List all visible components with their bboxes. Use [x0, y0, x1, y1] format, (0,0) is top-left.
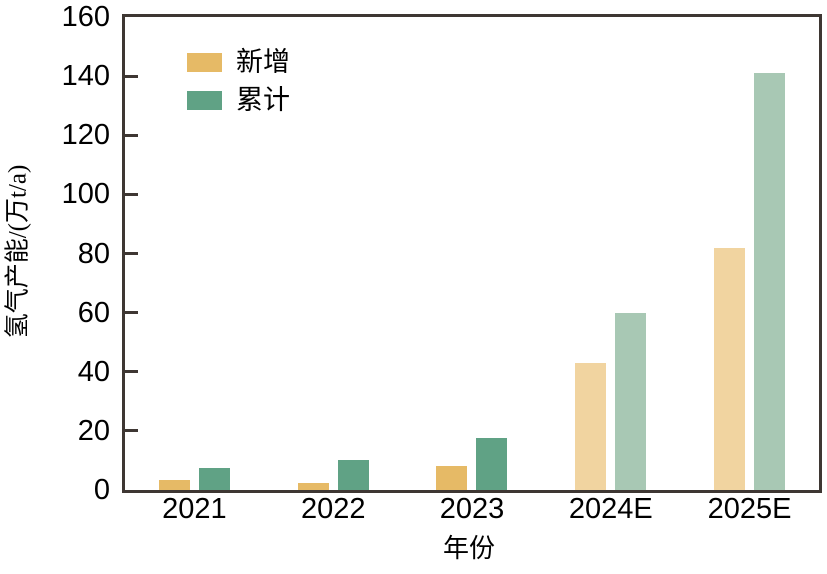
y-tick-label: 120 [61, 119, 110, 152]
plot-area: 新增 累计 [122, 14, 822, 493]
y-tick-label: 160 [61, 1, 110, 33]
y-tick-label: 0 [93, 474, 110, 506]
bar-新增-2025E [714, 247, 746, 490]
legend-swatch-icon [187, 53, 222, 72]
bar-累计-2024E [615, 312, 647, 490]
x-tick-label: 2021 [162, 493, 227, 525]
bar-新增-2023 [436, 466, 468, 490]
legend-item-新增: 新增 [187, 49, 290, 76]
bar-累计-2022 [337, 460, 369, 490]
x-tick-label: 2023 [439, 493, 505, 525]
legend-label: 累计 [236, 85, 290, 115]
legend-swatch-icon [187, 91, 222, 110]
bar-group-2022 [264, 460, 403, 490]
y-tick-label: 140 [61, 60, 110, 93]
y-tick-mark [125, 133, 138, 137]
y-tick-label: 100 [61, 178, 110, 211]
bar-累计-2025E [754, 73, 786, 490]
bar-group-2023 [403, 438, 542, 490]
bar-新增-2021 [158, 479, 190, 490]
y-tick-mark [125, 192, 138, 196]
bar-累计-2023 [476, 438, 508, 490]
legend: 新增 累计 [187, 49, 290, 114]
x-tick-label: 2024E [568, 493, 653, 525]
y-tick-mark [125, 429, 138, 433]
bar-group-2024E [541, 312, 680, 490]
x-tick-label: 2025E [707, 493, 792, 525]
x-tick-label: 2022 [300, 493, 366, 525]
y-tick-label: 80 [77, 237, 110, 270]
y-tick-label: 60 [77, 296, 110, 329]
bar-新增-2022 [297, 482, 329, 490]
y-tick-mark [125, 74, 138, 78]
y-tick-mark [125, 370, 138, 374]
legend-label: 新增 [236, 47, 290, 77]
x-axis-title: 年份 [442, 534, 495, 563]
y-tick-mark [125, 311, 138, 315]
legend-item-累计: 累计 [187, 87, 290, 114]
bar-累计-2021 [198, 467, 230, 490]
bar-新增-2024E [575, 362, 607, 490]
bar-group-2021 [125, 467, 264, 490]
y-tick-label: 20 [77, 414, 110, 447]
y-tick-mark [125, 252, 138, 255]
bar-group-2025E [680, 73, 819, 490]
y-tick-label: 40 [77, 355, 110, 388]
